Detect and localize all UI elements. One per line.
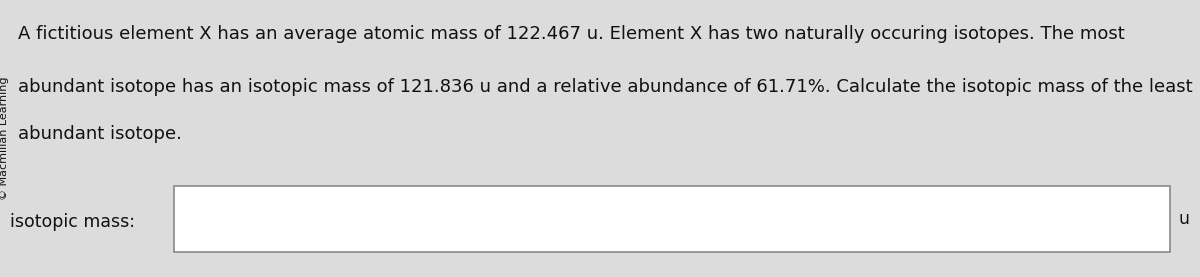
- Text: © Macmillan Learning: © Macmillan Learning: [0, 77, 8, 200]
- FancyBboxPatch shape: [174, 186, 1170, 252]
- Text: A fictitious element X has an average atomic mass of 122.467 u. Element X has tw: A fictitious element X has an average at…: [18, 25, 1124, 43]
- Text: isotopic mass:: isotopic mass:: [10, 213, 134, 230]
- Text: abundant isotope.: abundant isotope.: [18, 125, 182, 143]
- Text: u: u: [1178, 210, 1189, 228]
- Text: abundant isotope has an isotopic mass of 121.836 u and a relative abundance of 6: abundant isotope has an isotopic mass of…: [18, 78, 1193, 96]
